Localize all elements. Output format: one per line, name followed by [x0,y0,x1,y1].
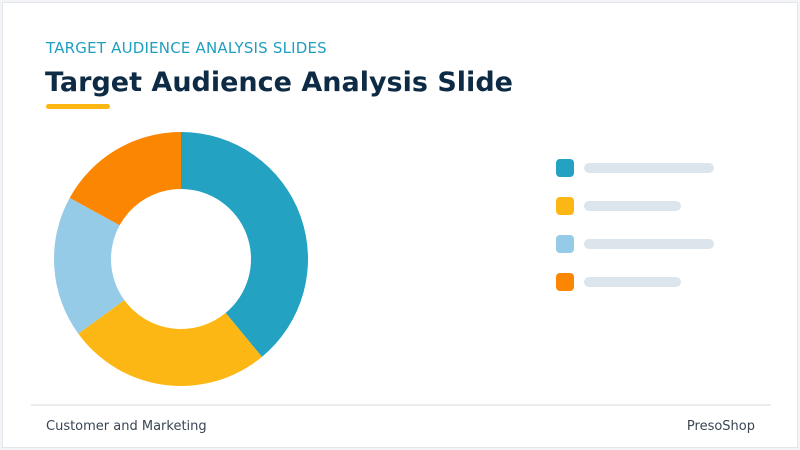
footer-left: Customer and Marketing [46,419,207,434]
subtitle: TARGET AUDIENCE ANALYSIS SLIDES [45,39,327,57]
legend [556,159,714,291]
donut-slice [78,300,262,386]
donut-slice [54,197,125,334]
footer-right: PresoShop [687,419,755,434]
donut-slice [69,132,181,226]
legend-swatch [556,159,574,177]
legend-placeholder [584,277,681,287]
donut-slice [181,132,308,357]
chart-title: Target Audience Analysis Slide [45,67,513,98]
legend-placeholder [584,163,714,173]
legend-placeholder [584,239,714,249]
legend-placeholder [584,201,681,211]
title-underline [46,104,110,109]
legend-swatch [556,235,574,253]
legend-swatch [556,273,574,291]
legend-swatch [556,197,574,215]
chart: TARGET AUDIENCE ANALYSIS SLIDES Target A… [31,39,771,434]
